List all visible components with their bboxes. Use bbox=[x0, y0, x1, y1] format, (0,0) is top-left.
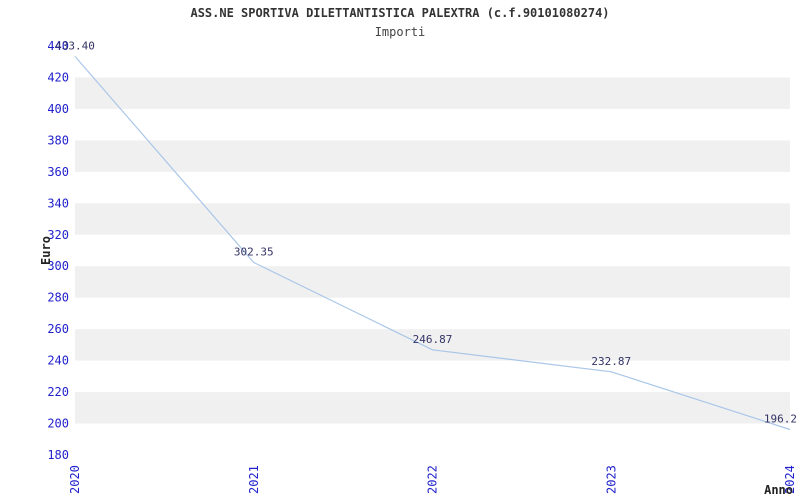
x-axis-title: Anno bbox=[764, 483, 793, 497]
grid-band bbox=[75, 392, 790, 424]
x-tick-label: 2024 bbox=[783, 465, 797, 494]
x-tick-label: 2022 bbox=[426, 465, 440, 494]
grid-band bbox=[75, 203, 790, 235]
point-label: 302.35 bbox=[234, 246, 274, 259]
series-line bbox=[74, 56, 791, 431]
y-tick-label: 420 bbox=[47, 70, 69, 84]
y-axis-tick-labels: 180 200 220 240 260 280 300 320 340 360 380 400 420 4… bbox=[47, 39, 69, 462]
y-tick-label: 360 bbox=[47, 165, 69, 179]
y-tick-label: 440 bbox=[47, 39, 69, 53]
y-tick-label: 280 bbox=[47, 291, 69, 305]
y-tick-label: 180 bbox=[47, 448, 69, 462]
y-tick-label: 340 bbox=[47, 196, 69, 210]
y-tick-label: 320 bbox=[47, 228, 69, 242]
y-tick-label: 400 bbox=[47, 102, 69, 116]
chart-title: ASS.NE SPORTIVA DILETTANTISTICA PALEXTRA… bbox=[190, 6, 610, 20]
x-tick-label: 2021 bbox=[247, 465, 261, 494]
point-labels: 433.40 302.35 246.87 232.87 196.2 bbox=[55, 39, 797, 425]
y-tick-label: 240 bbox=[47, 354, 69, 368]
point-label: 433.40 bbox=[55, 39, 95, 52]
grid-band bbox=[75, 140, 790, 172]
point-label: 196.2 bbox=[764, 413, 797, 426]
x-axis-tick-labels: 2020 2021 2022 2023 2024 bbox=[68, 465, 797, 494]
y-tick-label: 300 bbox=[47, 259, 69, 273]
data-series bbox=[74, 56, 791, 431]
y-tick-label: 380 bbox=[47, 133, 69, 147]
chart-subtitle: Importi bbox=[374, 25, 426, 39]
y-tick-label: 260 bbox=[47, 322, 69, 336]
x-tick-label: 2023 bbox=[604, 465, 618, 494]
grid-band bbox=[75, 329, 790, 361]
y-tick-label: 220 bbox=[47, 385, 69, 399]
point-label: 232.87 bbox=[591, 355, 631, 368]
plot-bands bbox=[75, 77, 790, 424]
grid-band bbox=[75, 77, 790, 109]
grid-band bbox=[75, 266, 790, 298]
y-axis-title: Euro bbox=[39, 236, 53, 265]
x-tick-label: 2020 bbox=[68, 465, 82, 494]
y-tick-label: 200 bbox=[47, 417, 69, 431]
point-label: 246.87 bbox=[413, 333, 453, 346]
